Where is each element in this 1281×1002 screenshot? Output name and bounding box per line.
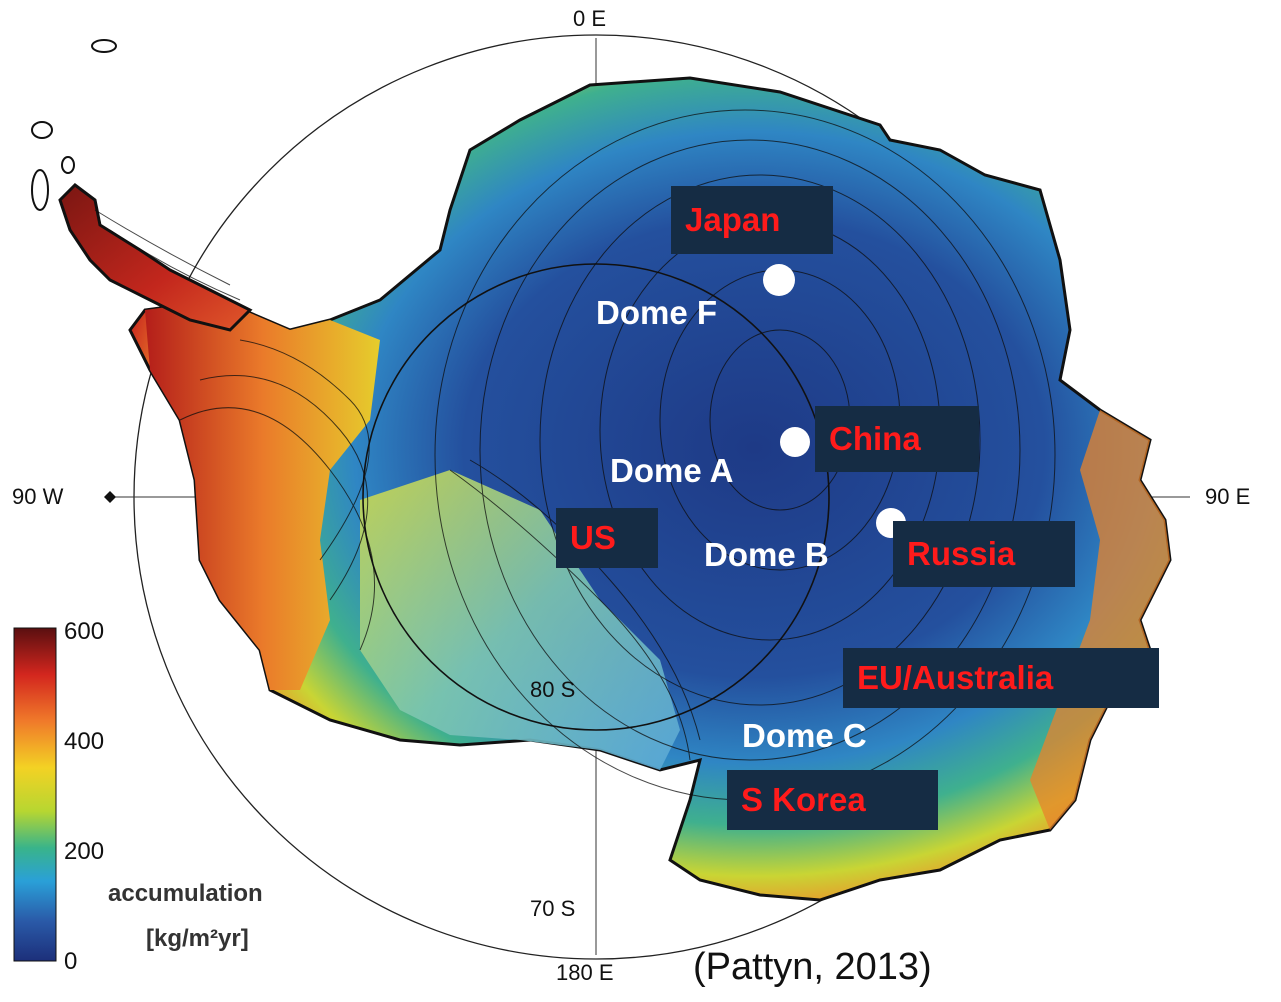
island: [61, 156, 75, 174]
dome-a-label: Dome A: [610, 452, 734, 489]
legend-tick-200: 200: [64, 838, 105, 865]
country-label-china: China: [815, 406, 979, 472]
country-label-eu-australia: EU/Australia: [843, 648, 1159, 708]
dome-f-marker: [763, 264, 795, 296]
latitude-label-80s: 80 S: [530, 677, 576, 702]
dome-f-label: Dome F: [596, 294, 718, 331]
island: [31, 169, 49, 211]
east-coast-warm-band: [1030, 410, 1170, 830]
ross-ice-shelf: [360, 470, 680, 770]
antarctic-peninsula: [58, 183, 253, 332]
legend-title-line2: [kg/m²yr]: [146, 925, 249, 952]
diamond-marker: [104, 491, 116, 503]
island: [31, 121, 53, 139]
legend-tick-0: 0: [64, 948, 78, 975]
axis-label-left: 90 W: [12, 484, 64, 509]
latitude-label-70s: 70 S: [530, 896, 576, 921]
axis-label-right: 90 E: [1205, 484, 1251, 509]
dome-c-label: Dome C: [742, 717, 867, 754]
citation: (Pattyn, 2013): [693, 946, 932, 988]
legend-colorbar: [13, 627, 57, 962]
country-label-russia: Russia: [893, 521, 1075, 587]
country-label-us: US: [556, 508, 658, 568]
country-label-s-korea: S Korea: [727, 770, 938, 830]
country-label-japan: Japan: [671, 186, 833, 254]
dome-a-marker: [780, 427, 810, 457]
axis-label-top: 0 E: [573, 6, 607, 31]
legend-title-line1: accumulation: [108, 880, 263, 907]
legend-tick-600: 600: [64, 618, 105, 645]
axis-label-bottom: 180 E: [556, 960, 614, 985]
legend-tick-400: 400: [64, 728, 105, 755]
west-antarctica-high-accumulation: [145, 300, 380, 690]
island: [91, 39, 117, 53]
dome-b-label: Dome B: [704, 536, 829, 573]
